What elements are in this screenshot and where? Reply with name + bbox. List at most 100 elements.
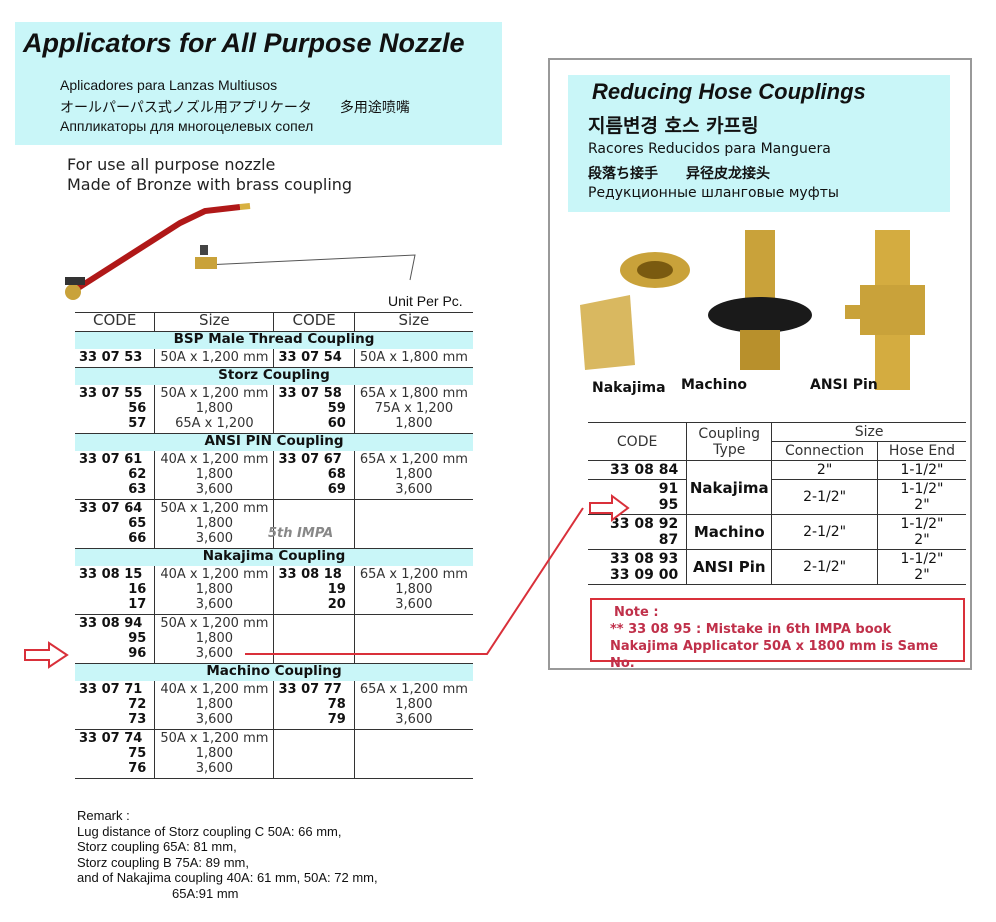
applicator-small-photo xyxy=(195,245,416,281)
size: 1,800 xyxy=(395,582,433,597)
reducing-couplings-panel xyxy=(548,58,972,670)
size-cell xyxy=(353,614,473,664)
subtitle-kr: 지름변경 호스 카프링 xyxy=(588,115,759,137)
subtitle-jp: オールパーパス式ノズル用アプリケータ 多用途喷嘴 xyxy=(60,99,410,115)
connection-size: 2-1/2" xyxy=(771,514,878,550)
size: 1,800 xyxy=(195,631,233,646)
code: 96 xyxy=(128,646,147,661)
impa-annotation: 5th IMPA xyxy=(268,526,334,541)
code: 33 07 64 xyxy=(79,501,143,516)
section-title: Storz Coupling xyxy=(75,367,473,385)
code-cell xyxy=(273,729,355,779)
code: 33 08 94 xyxy=(79,616,143,631)
col-size: Size xyxy=(353,312,473,332)
code-cell xyxy=(273,614,355,664)
size: 3,600 xyxy=(195,597,233,612)
code: 33 07 58 xyxy=(278,386,342,401)
size: 50A x 1,200 mm xyxy=(160,386,269,401)
remark-line: and of Nakajima coupling 40A: 61 mm, 50A… xyxy=(77,870,378,885)
code-cell: 33 07 53 xyxy=(75,349,155,368)
code: 95 xyxy=(658,497,679,513)
note-line: ** 33 08 95 : Mistake in 6th IMPA book xyxy=(610,622,892,637)
right-title-banner: Reducing Hose Couplings 지름변경 호스 카프링 Raco… xyxy=(568,75,950,212)
section-header: Storz Coupling xyxy=(75,367,473,385)
code: 33 07 71 xyxy=(79,682,143,697)
right-title: Reducing Hose Couplings xyxy=(592,79,866,104)
code-cell: 33 07 64 65 66 xyxy=(75,499,155,549)
table-row: 91 95 2-1/2" 1-1/2" 2" xyxy=(588,479,966,515)
col-size: Size xyxy=(154,312,274,332)
code: 63 xyxy=(128,482,147,497)
size: 40A x 1,200 mm xyxy=(160,452,269,467)
code: 33 07 54 xyxy=(278,350,342,365)
col-code: CODE xyxy=(75,312,155,332)
hose-end-size: 1-1/2" xyxy=(876,460,966,480)
arrow-right-icon xyxy=(24,641,69,669)
remark-line: Storz coupling B 75A: 89 mm, xyxy=(77,854,249,870)
code: 68 xyxy=(327,467,346,482)
size: 1,800 xyxy=(195,746,233,761)
left-title-banner: Applicators for All Purpose Nozzle Aplic… xyxy=(15,22,502,145)
hose-end-size: 1-1/2" 2" xyxy=(876,479,966,515)
size: 1,800 xyxy=(395,416,433,431)
table-row: 33 08 84 Nakajima 2" 1-1/2" xyxy=(588,460,966,515)
size: 3,600 xyxy=(195,531,233,546)
col-code: CODE xyxy=(588,422,687,461)
code: 33 09 00 xyxy=(610,567,679,583)
code: 33 08 84 xyxy=(610,462,679,478)
size: 1,800 xyxy=(195,401,233,416)
size: 50A x 1,200 mm xyxy=(160,350,269,365)
size-cell: 50A x 1,200 mm 1,800 3,600 xyxy=(154,614,274,664)
remark-line: Lug distance of Storz coupling C 50A: 66… xyxy=(77,823,342,839)
section-header: ANSI PIN Coupling xyxy=(75,433,473,451)
code: 79 xyxy=(327,712,346,727)
code-cell: 33 08 15 16 17 xyxy=(75,566,155,615)
nakajima-photo xyxy=(580,252,690,370)
section-header: Machino Coupling xyxy=(75,663,473,681)
size-cell: 65A x 1,200 mm 1,800 3,600 xyxy=(353,566,473,615)
size-cell: 50A x 1,200 mm 1,800 3,600 xyxy=(154,729,274,779)
code: 33 08 93 xyxy=(610,551,679,567)
section-title: Nakajima Coupling xyxy=(75,548,473,566)
size: 65A x 1,200 mm xyxy=(359,682,468,697)
coupling-type: ANSI Pin xyxy=(686,549,772,585)
code: 56 xyxy=(128,401,147,416)
size: 3,600 xyxy=(395,597,433,612)
code: 69 xyxy=(327,482,346,497)
size-cell: 65A x 1,200 mm 1,800 3,600 xyxy=(353,451,473,500)
size-cell: 40A x 1,200 mm 1,800 3,600 xyxy=(154,566,274,615)
code: 19 xyxy=(327,582,346,597)
size: 3,600 xyxy=(195,712,233,727)
hose-size: 2" xyxy=(914,567,930,583)
col-coupling-type: Coupling Type xyxy=(686,422,772,461)
code: 33 07 55 xyxy=(79,386,143,401)
code: 33 08 92 xyxy=(610,516,679,532)
subtitle-es: Aplicadores para Lanzas Multiusos xyxy=(60,77,278,93)
code-cell xyxy=(273,499,355,549)
hose-size: 1-1/2" xyxy=(900,551,944,567)
size-cell: 65A x 1,800 mm 75A x 1,200 1,800 xyxy=(353,385,473,434)
size: 3,600 xyxy=(195,761,233,776)
note-line: Nakajima Applicator 50A x 1800 mm is Sam… xyxy=(610,639,939,671)
size: 3,600 xyxy=(195,482,233,497)
code-cell: 33 07 67 68 69 xyxy=(273,451,355,500)
code: 91 xyxy=(658,481,679,497)
table-row: 33 07 61 62 63 40A x 1,200 mm 1,800 3,600 33 0… xyxy=(75,451,473,500)
table-row: 33 07 64 65 66 50A x 1,200 mm 1,800 3,600 xyxy=(75,499,473,549)
remark-line: 65A:91 mm xyxy=(172,885,239,901)
col-size: Size xyxy=(771,422,966,442)
size-cell: 50A x 1,200 mm 1,800 3,600 xyxy=(154,499,274,549)
unit-label: Unit Per Pc. xyxy=(388,293,463,309)
size-cell: 40A x 1,200 mm 1,800 3,600 xyxy=(154,681,274,730)
machino-photo xyxy=(708,230,812,370)
size: 65A x 1,200 xyxy=(175,416,254,431)
code: 65 xyxy=(128,516,147,531)
code-cell: 33 07 54 xyxy=(273,349,355,368)
size: 50A x 1,200 mm xyxy=(160,731,269,746)
hose-size: 2" xyxy=(914,497,930,513)
size: 75A x 1,200 xyxy=(374,401,454,416)
col-hose-end: Hose End xyxy=(876,441,966,461)
applicator-table: CODE Size CODE Size BSP Male Thread Couplin… xyxy=(75,312,473,779)
size-cell: 65A x 1,200 mm 1,800 3,600 xyxy=(353,681,473,730)
coupling-type: Machino xyxy=(686,514,772,550)
